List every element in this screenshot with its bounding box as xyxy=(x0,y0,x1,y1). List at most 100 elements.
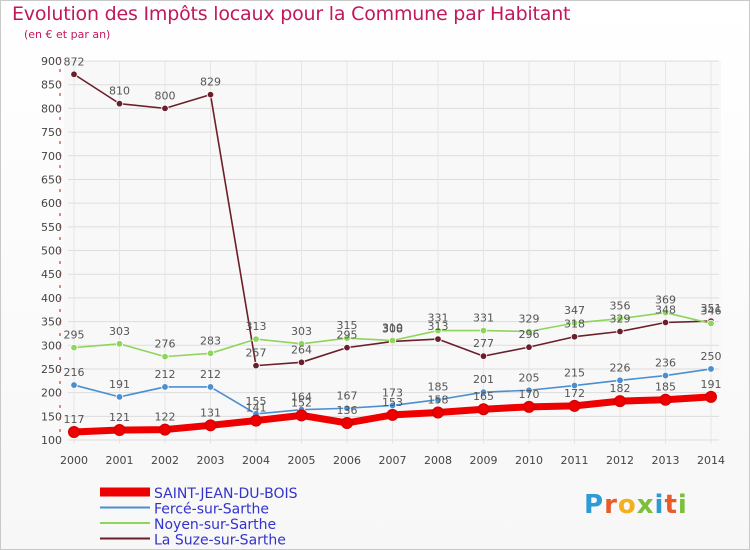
data-label: 277 xyxy=(473,337,494,350)
data-label: 276 xyxy=(155,338,176,351)
data-label: 170 xyxy=(519,388,540,401)
x-tick-label: 2011 xyxy=(561,454,589,467)
data-label: 331 xyxy=(428,312,449,325)
y-tick-label: 100 xyxy=(41,434,62,447)
data-label: 329 xyxy=(519,313,540,326)
data-point xyxy=(479,352,488,360)
data-label: 117 xyxy=(64,413,85,426)
logo-letter: t xyxy=(664,490,678,520)
data-point xyxy=(68,425,80,438)
x-tick-label: 2003 xyxy=(197,454,225,467)
data-point xyxy=(707,365,715,373)
data-point xyxy=(297,340,306,348)
logo-letter: o xyxy=(617,490,637,520)
data-point xyxy=(570,333,579,341)
data-point xyxy=(70,381,78,389)
data-label: 295 xyxy=(64,329,85,342)
data-point xyxy=(206,90,215,99)
data-label: 872 xyxy=(64,55,85,68)
data-label: 347 xyxy=(564,304,585,317)
y-tick-label: 650 xyxy=(41,173,62,186)
y-tick-label: 400 xyxy=(41,292,62,305)
data-label: 153 xyxy=(382,396,403,409)
data-point xyxy=(570,381,579,390)
data-label: 283 xyxy=(200,334,221,347)
y-tick-label: 700 xyxy=(41,150,62,163)
data-label: 121 xyxy=(109,411,130,424)
logo-letter: x xyxy=(636,490,655,520)
data-point xyxy=(388,401,397,410)
data-point xyxy=(661,318,670,327)
y-tick-label: 900 xyxy=(41,55,62,68)
data-point xyxy=(206,349,215,358)
x-tick-label: 2008 xyxy=(424,454,452,467)
data-point xyxy=(115,340,124,348)
data-label: 295 xyxy=(337,329,358,342)
data-point xyxy=(434,335,442,343)
data-label: 164 xyxy=(291,391,312,404)
data-point xyxy=(434,396,442,404)
data-label: 303 xyxy=(291,325,312,338)
data-point xyxy=(432,406,444,419)
data-label: 348 xyxy=(655,304,676,317)
data-label: 205 xyxy=(519,371,540,384)
data-label: 191 xyxy=(701,378,722,391)
data-label: 182 xyxy=(610,382,631,395)
data-point xyxy=(161,383,169,391)
data-point xyxy=(616,327,624,336)
data-point xyxy=(70,343,78,352)
data-point xyxy=(341,416,353,429)
data-label: 315 xyxy=(337,319,358,332)
x-tick-label: 2002 xyxy=(151,454,179,467)
x-tick-label: 2010 xyxy=(515,454,543,467)
data-point xyxy=(115,393,124,401)
legend-label: Fercé-sur-Sarthe xyxy=(154,502,269,518)
data-label: 313 xyxy=(428,320,449,333)
data-label: 155 xyxy=(246,395,267,408)
x-tick-label: 2001 xyxy=(106,454,134,467)
data-label: 308 xyxy=(382,322,403,335)
data-point xyxy=(568,399,581,412)
data-label: 212 xyxy=(155,368,176,381)
y-tick-label: 800 xyxy=(41,102,62,115)
data-point xyxy=(523,400,535,413)
data-label: 212 xyxy=(200,368,221,381)
data-point xyxy=(477,403,490,416)
y-tick-label: 600 xyxy=(41,197,62,210)
y-tick-label: 150 xyxy=(41,410,62,423)
x-tick-label: 2013 xyxy=(652,454,680,467)
x-tick-label: 2009 xyxy=(470,454,498,467)
data-label: 172 xyxy=(564,387,585,400)
logo-letter: i xyxy=(677,490,688,520)
data-point xyxy=(252,361,260,370)
data-label: 185 xyxy=(428,381,449,394)
data-point xyxy=(525,343,533,351)
data-label: 131 xyxy=(200,406,221,419)
logo-letter: r xyxy=(604,490,618,520)
data-label: 329 xyxy=(610,313,631,326)
data-point xyxy=(434,326,442,335)
data-label: 165 xyxy=(473,390,494,403)
data-label: 236 xyxy=(655,357,676,370)
data-label: 173 xyxy=(382,386,403,399)
data-label: 346 xyxy=(701,304,722,317)
legend-label: La Suze-sur-Sarthe xyxy=(154,533,286,549)
data-point xyxy=(252,335,260,343)
legend-label: Noyen-sur-Sarthe xyxy=(154,517,276,533)
y-tick-label: 450 xyxy=(41,268,62,281)
x-tick-label: 2006 xyxy=(333,454,361,467)
proxiti-logo: Proxiti xyxy=(584,490,688,520)
data-point xyxy=(386,408,399,421)
y-tick-label: 550 xyxy=(41,221,62,234)
logo-letter: P xyxy=(584,490,605,520)
y-tick-label: 350 xyxy=(41,316,62,329)
data-point xyxy=(479,326,488,335)
data-label: 296 xyxy=(519,328,540,341)
data-point xyxy=(250,414,262,427)
data-label: 313 xyxy=(246,320,267,333)
data-point xyxy=(343,343,351,352)
data-point xyxy=(206,383,215,391)
data-label: 152 xyxy=(291,396,312,409)
data-label: 800 xyxy=(155,89,176,102)
